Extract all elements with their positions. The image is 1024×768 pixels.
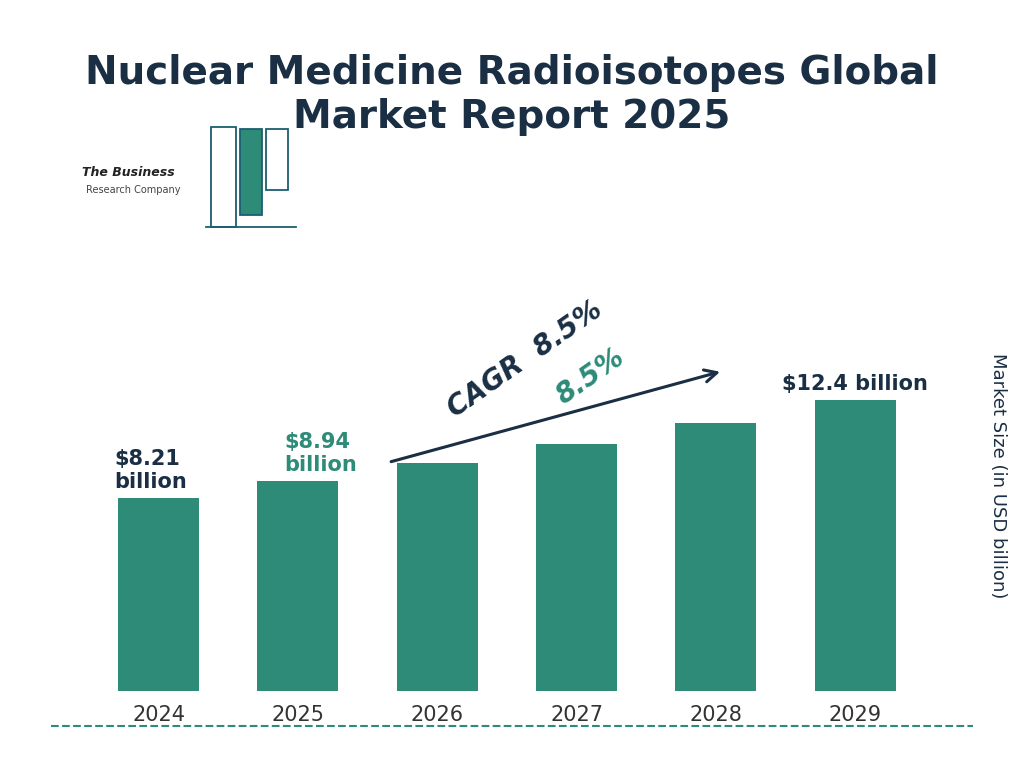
Text: 8.5%: 8.5% [551,343,630,409]
Bar [257,482,338,691]
Text: Market Size (in USD billion): Market Size (in USD billion) [989,353,1008,599]
Bar [265,129,288,190]
Text: $8.94
billion: $8.94 billion [284,432,356,475]
Bar [212,127,237,227]
Text: The Business: The Business [82,166,175,178]
Text: $12.4 billion: $12.4 billion [782,374,928,394]
Bar [118,498,199,691]
Bar [537,444,616,691]
Bar [240,129,262,215]
Text: Nuclear Medicine Radioisotopes Global
Market Report 2025: Nuclear Medicine Radioisotopes Global Ma… [85,54,939,136]
Bar [815,400,896,691]
Bar [397,463,477,691]
Bar [676,422,757,691]
Text: CAGR  8.5%: CAGR 8.5% [442,295,607,422]
Text: Research Company: Research Company [86,185,181,196]
Text: $8.21
billion: $8.21 billion [114,449,186,492]
